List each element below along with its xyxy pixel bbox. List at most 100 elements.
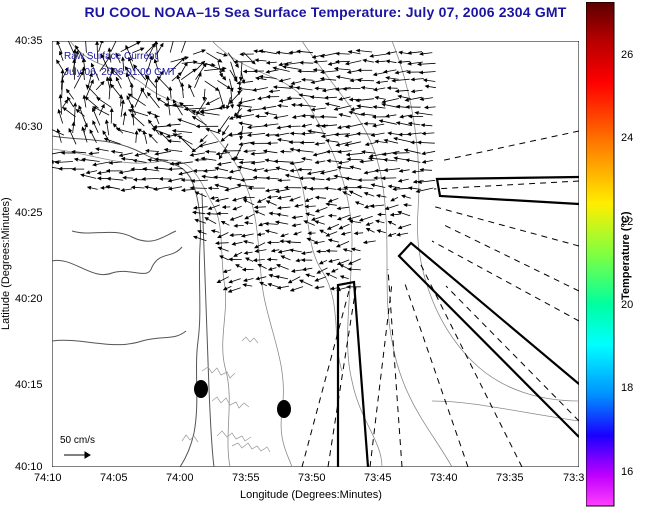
current-vector-head bbox=[289, 147, 294, 152]
current-vector-head bbox=[104, 119, 109, 124]
current-vector-head bbox=[258, 222, 263, 227]
overlay-current-label: Raw Surface Current bbox=[64, 51, 158, 62]
current-vector-head bbox=[289, 168, 294, 173]
colorbar-tick-label: 22 bbox=[621, 215, 634, 228]
current-vector-head bbox=[305, 273, 310, 278]
current-vector-head bbox=[348, 110, 353, 115]
current-vector-head bbox=[301, 123, 306, 128]
current-vector bbox=[134, 88, 144, 108]
current-vector-head bbox=[333, 66, 339, 71]
current-vector-head bbox=[149, 55, 154, 60]
current-vector-head bbox=[56, 59, 61, 64]
y-tick-label: 40:15 bbox=[15, 379, 43, 391]
x-tick-label: 74:10 bbox=[34, 472, 62, 484]
current-vector-head bbox=[189, 152, 194, 157]
current-vector-head bbox=[273, 115, 278, 120]
current-vector-head bbox=[236, 183, 241, 188]
current-vector-head bbox=[204, 149, 210, 154]
current-vector-head bbox=[228, 257, 233, 262]
current-vector-head bbox=[233, 77, 238, 83]
current-vector-head bbox=[178, 135, 183, 140]
current-vector-head bbox=[369, 204, 375, 209]
current-vector-head bbox=[172, 133, 178, 138]
current-vector-head bbox=[238, 160, 243, 165]
current-vector-head bbox=[295, 148, 301, 153]
current-vector-head bbox=[228, 279, 233, 284]
current-vector-head bbox=[214, 183, 219, 188]
current-vector-head bbox=[336, 165, 342, 170]
current-vector-head bbox=[127, 109, 133, 113]
current-vector-head bbox=[350, 107, 355, 112]
current-vector-head bbox=[92, 162, 97, 167]
current-vector-head bbox=[325, 138, 330, 143]
current-vector-head bbox=[276, 285, 282, 290]
current-vector-head bbox=[252, 175, 258, 180]
current-vector-head bbox=[291, 114, 297, 119]
current-vector-head bbox=[363, 121, 368, 126]
current-vector-head bbox=[392, 187, 397, 192]
current-vector-head bbox=[258, 49, 264, 54]
current-vector-head bbox=[412, 179, 418, 184]
current-vector-head bbox=[422, 78, 428, 83]
current-vector-head bbox=[62, 107, 68, 112]
current-vector bbox=[206, 63, 225, 72]
current-vector-head bbox=[217, 105, 223, 110]
current-vector-head bbox=[210, 229, 216, 234]
current-vector-head bbox=[394, 70, 400, 75]
current-vector-head bbox=[110, 149, 116, 154]
current-vector-head bbox=[367, 156, 373, 161]
current-vector-head bbox=[385, 76, 390, 80]
current-vector-head bbox=[107, 47, 112, 52]
current-vector-head bbox=[310, 80, 315, 85]
current-vector-head bbox=[407, 50, 412, 55]
current-vector-head bbox=[289, 248, 294, 253]
current-vector-head bbox=[287, 279, 293, 284]
current-vector-head bbox=[342, 191, 347, 196]
current-vector-head bbox=[381, 99, 386, 104]
y-tick-label: 40:20 bbox=[15, 293, 43, 305]
current-vector-head bbox=[105, 76, 110, 82]
current-vector-head bbox=[136, 41, 141, 46]
current-vector-head bbox=[370, 132, 376, 137]
current-vector-head bbox=[385, 113, 390, 118]
current-vector-head bbox=[325, 202, 330, 207]
current-vector-head bbox=[333, 174, 338, 179]
current-vector-head bbox=[252, 87, 257, 92]
current-vector-head bbox=[229, 169, 234, 174]
current-vector-head bbox=[399, 114, 404, 119]
current-vector-head bbox=[195, 124, 200, 129]
current-vector-head bbox=[386, 85, 391, 91]
current-vector-head bbox=[288, 50, 293, 55]
current-vector-head bbox=[349, 78, 355, 83]
current-vector-head bbox=[122, 175, 127, 180]
current-vector-head bbox=[337, 149, 342, 154]
current-vector-head bbox=[272, 85, 278, 90]
current-vector-head bbox=[396, 232, 401, 237]
current-vector-head bbox=[349, 165, 354, 170]
current-vector-head bbox=[217, 246, 223, 251]
current-vector-head bbox=[167, 178, 173, 183]
current-vector-head bbox=[319, 53, 325, 58]
current-vector-head bbox=[283, 185, 289, 190]
current-vector-head bbox=[312, 152, 318, 157]
current-vector-head bbox=[404, 97, 410, 102]
current-vector-head bbox=[54, 160, 59, 165]
current-vector-head bbox=[344, 61, 350, 66]
current-vector-head bbox=[238, 77, 243, 82]
current-vector-head bbox=[288, 84, 293, 89]
current-vector-head bbox=[381, 102, 386, 107]
current-vector-head bbox=[268, 273, 273, 278]
current-vector-head bbox=[309, 95, 315, 100]
current-vector-head bbox=[395, 104, 401, 109]
current-vector-head bbox=[336, 287, 341, 292]
current-vector-head bbox=[365, 227, 371, 232]
current-vector-head bbox=[339, 264, 344, 268]
current-vector-head bbox=[393, 136, 398, 141]
current-vector-head bbox=[295, 258, 300, 263]
current-vector-head bbox=[255, 276, 260, 281]
current-vector-head bbox=[205, 127, 210, 132]
current-vector bbox=[204, 67, 226, 71]
current-vector-head bbox=[410, 89, 416, 94]
current-vector-head bbox=[416, 140, 422, 145]
current-vector-head bbox=[167, 167, 173, 172]
